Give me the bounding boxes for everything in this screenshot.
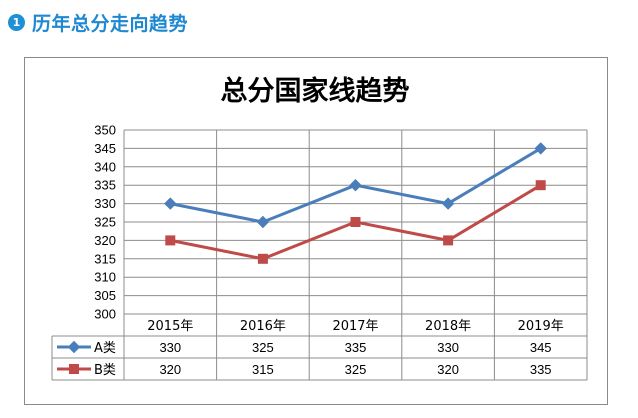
x-category-label: 2019年 xyxy=(518,319,564,334)
data-point xyxy=(534,142,547,155)
section-header: 1 历年总分走向趋势 xyxy=(8,10,189,35)
table-value-cell: 315 xyxy=(252,362,274,377)
data-table: 2015年 2016年 2017年 2018年 2019年 A类 330 325 335 330 3… xyxy=(51,130,588,381)
data-point xyxy=(256,215,270,229)
section-title: 历年总分走向趋势 xyxy=(32,12,189,35)
table-value-cell: 335 xyxy=(530,362,552,377)
y-tick-label-310: 310 xyxy=(94,270,116,285)
legend-marker-0 xyxy=(67,340,81,354)
y-tick-label-335: 335 xyxy=(94,178,116,193)
table-value-cell: 330 xyxy=(437,340,459,355)
y-tick-label-350: 350 xyxy=(94,123,116,138)
data-point xyxy=(165,235,176,246)
chart-title: 总分国家线趋势 xyxy=(221,75,410,107)
x-category-label: 2015年 xyxy=(147,319,193,334)
table-value-cell: 345 xyxy=(530,340,552,355)
data-point xyxy=(443,235,454,246)
table-value-cell: 320 xyxy=(437,362,459,377)
y-tick-label-315: 315 xyxy=(94,251,116,266)
data-point xyxy=(164,197,177,210)
x-category-label: 2017年 xyxy=(332,319,378,334)
legend-label: B类 xyxy=(94,363,116,378)
data-point xyxy=(257,253,268,264)
y-tick-label-325: 325 xyxy=(94,215,116,230)
table-value-cell: 325 xyxy=(252,340,274,355)
y-axis: 300 305 310 315 320 325 330 335 340 345 350 xyxy=(94,123,116,322)
table-value-cell: 330 xyxy=(159,340,181,355)
legend-marker-1 xyxy=(69,364,79,374)
y-tick-label-305: 305 xyxy=(94,288,116,303)
table-value-cell: 325 xyxy=(345,362,367,377)
data-point xyxy=(350,217,361,227)
series-lines xyxy=(164,142,547,264)
data-point xyxy=(349,178,362,192)
legend-label: A类 xyxy=(94,341,116,356)
data-point xyxy=(441,197,455,210)
table-value-cell: 335 xyxy=(345,340,367,355)
y-tick-label-300: 300 xyxy=(94,307,116,322)
x-category-label: 2016年 xyxy=(240,319,286,334)
x-category-label: 2018年 xyxy=(425,319,471,334)
y-tick-label-345: 345 xyxy=(94,141,116,156)
y-tick-label-330: 330 xyxy=(94,196,116,211)
data-point xyxy=(535,180,546,191)
table-value-cell: 320 xyxy=(159,362,181,377)
y-tick-label-340: 340 xyxy=(94,159,116,174)
section-number-badge: 1 xyxy=(8,13,25,31)
chart-frame xyxy=(24,57,608,405)
y-tick-label-320: 320 xyxy=(94,233,116,248)
